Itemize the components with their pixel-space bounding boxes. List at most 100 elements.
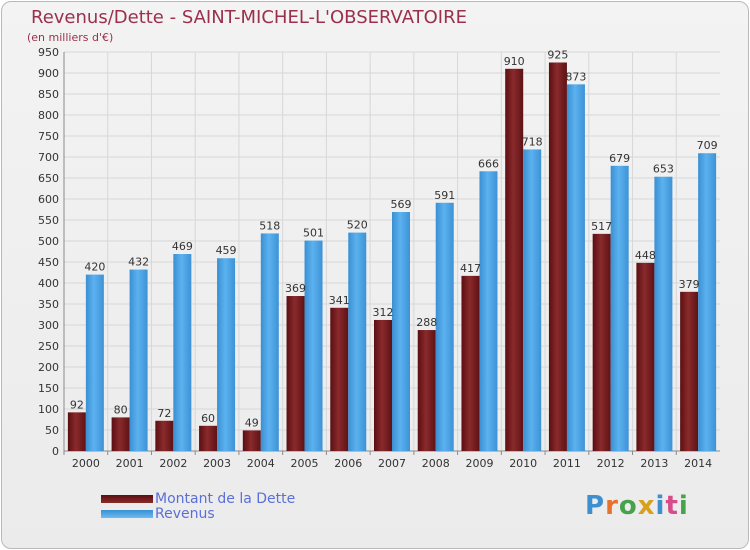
bar-debt — [505, 68, 524, 452]
y-tick-label: 900 — [38, 67, 59, 80]
data-label-debt: 288 — [416, 316, 437, 329]
legend-label-debt: Montant de la Dette — [155, 491, 296, 507]
data-label-debt: 417 — [460, 262, 481, 275]
x-tick-label: 2003 — [203, 457, 231, 470]
data-label-revenue: 666 — [478, 157, 499, 170]
bar-revenue — [566, 84, 585, 451]
bar-debt — [286, 296, 305, 451]
x-tick-label: 2012 — [597, 457, 625, 470]
y-tick-label: 600 — [38, 193, 59, 206]
data-label-revenue: 873 — [565, 70, 586, 83]
logo-letter: x — [637, 491, 656, 521]
y-tick-label: 700 — [38, 151, 59, 164]
bar-revenue — [654, 176, 673, 452]
axes: 0 50 100 150 200 250 300 350 400 450 500 550 600 650 7… — [38, 46, 720, 470]
y-tick-label: 400 — [38, 277, 59, 290]
data-label-revenue: 432 — [128, 256, 149, 269]
y-tick-label: 450 — [38, 256, 59, 269]
x-tick-label: 2006 — [334, 457, 362, 470]
x-tick-label: 2002 — [159, 457, 187, 470]
proxiti-logo: Proxiti — [585, 491, 689, 521]
data-label-revenue: 718 — [522, 135, 543, 148]
data-label-revenue: 591 — [434, 189, 455, 202]
data-label-revenue: 709 — [697, 139, 718, 152]
data-label-revenue: 518 — [259, 219, 280, 232]
bar-debt — [242, 430, 261, 451]
logo-letter: i — [655, 491, 666, 521]
bar-debt — [636, 262, 655, 451]
data-label-debt: 92 — [70, 398, 84, 411]
y-tick-label: 800 — [38, 109, 59, 122]
data-label-debt: 341 — [329, 294, 350, 307]
logo-letter: o — [618, 491, 638, 521]
x-tick-label: 2013 — [640, 457, 668, 470]
bar-debt — [417, 330, 436, 451]
bar-revenue — [173, 254, 192, 451]
bar-revenue — [435, 202, 454, 451]
bar-debt — [374, 319, 392, 451]
bar-debt — [680, 291, 699, 451]
data-label-debt: 910 — [504, 55, 525, 68]
x-tick-label: 2005 — [291, 457, 319, 470]
data-label-revenue: 569 — [391, 198, 412, 211]
bars — [67, 62, 717, 452]
data-label-revenue: 520 — [347, 219, 368, 232]
x-tick-label: 2000 — [72, 457, 100, 470]
logo-letter: i — [678, 491, 689, 521]
x-tick-label: 2014 — [684, 457, 712, 470]
data-label-debt: 60 — [201, 412, 215, 425]
y-tick-label: 750 — [38, 130, 59, 143]
data-label-debt: 312 — [373, 306, 394, 319]
data-label-revenue: 501 — [303, 227, 324, 240]
y-tick-label: 550 — [38, 214, 59, 227]
data-label-revenue: 420 — [84, 261, 105, 274]
bar-revenue — [479, 171, 498, 451]
data-labels: 92 420 80 432 72 469 60 459 49 518 369 501 341 520 312… — [70, 49, 718, 430]
bar-revenue — [698, 153, 717, 451]
y-tick-label: 250 — [38, 340, 59, 353]
y-tick-label: 950 — [38, 46, 59, 59]
bar-revenue — [129, 269, 148, 451]
bar-revenue — [217, 258, 236, 451]
data-label-revenue: 459 — [216, 244, 237, 257]
bar-revenue — [392, 212, 410, 451]
x-tick-label: 2008 — [422, 457, 450, 470]
y-tick-label: 850 — [38, 88, 59, 101]
data-label-debt: 379 — [679, 278, 700, 291]
legend-swatch-debt — [101, 495, 153, 503]
x-tick-label: 2007 — [378, 457, 406, 470]
legend-swatch-revenue — [101, 510, 153, 518]
bar-revenue — [85, 274, 104, 451]
y-tick-label: 300 — [38, 319, 59, 332]
data-label-debt: 925 — [547, 49, 568, 62]
bar-debt — [592, 233, 611, 451]
bar-revenue — [304, 240, 323, 451]
bar-revenue — [523, 149, 542, 451]
data-label-revenue: 653 — [653, 163, 674, 176]
x-tick-label: 2001 — [116, 457, 144, 470]
legend-label-revenue: Revenus — [155, 506, 215, 522]
logo-letter: P — [585, 491, 606, 521]
data-label-debt: 80 — [114, 403, 128, 416]
bar-debt — [330, 307, 349, 451]
x-tick-label: 2009 — [465, 457, 493, 470]
legend-item-revenue: Revenus — [101, 506, 215, 522]
x-tick-label: 2004 — [247, 457, 275, 470]
x-tick-label: 2011 — [553, 457, 581, 470]
y-tick-label: 200 — [38, 361, 59, 374]
chart-subtitle: (en milliers d'€) — [27, 31, 114, 44]
data-label-debt: 448 — [635, 249, 656, 262]
data-label-debt: 517 — [591, 220, 612, 233]
logo-letter: r — [605, 491, 619, 521]
x-tick-label: 2010 — [509, 457, 537, 470]
y-tick-label: 150 — [38, 382, 59, 395]
y-tick-label: 50 — [45, 424, 59, 437]
bar-debt — [548, 62, 567, 451]
data-label-debt: 72 — [157, 407, 171, 420]
y-tick-label: 500 — [38, 235, 59, 248]
data-label-revenue: 679 — [609, 152, 630, 165]
chart-title: Revenus/Dette - SAINT-MICHEL-L'OBSERVATO… — [31, 7, 467, 28]
legend-item-debt: Montant de la Dette — [101, 491, 295, 507]
